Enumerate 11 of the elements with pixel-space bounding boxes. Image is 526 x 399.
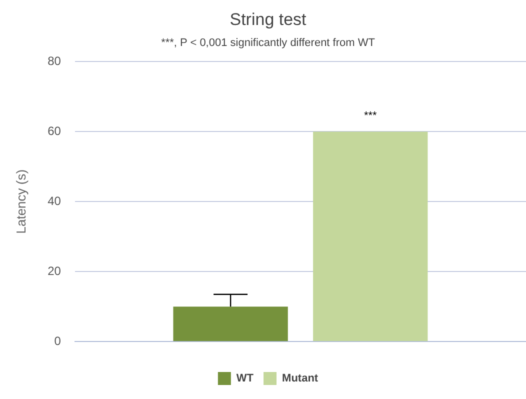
y-axis-title: Latency (s)	[13, 169, 28, 234]
annotation: ***	[364, 110, 378, 122]
y-tick-label: 0	[54, 334, 62, 348]
y-tick-label: 60	[48, 124, 62, 138]
y-tick-label: 40	[48, 194, 62, 208]
chart-subtitle: ***, P < 0,001 significantly different from WT	[161, 37, 376, 50]
chart-title: String test	[230, 10, 307, 29]
legend-label: Mutant	[282, 372, 318, 385]
y-tick-label: 20	[48, 264, 62, 278]
y-tick-label: 80	[48, 54, 62, 68]
legend-label: WT	[236, 372, 254, 385]
